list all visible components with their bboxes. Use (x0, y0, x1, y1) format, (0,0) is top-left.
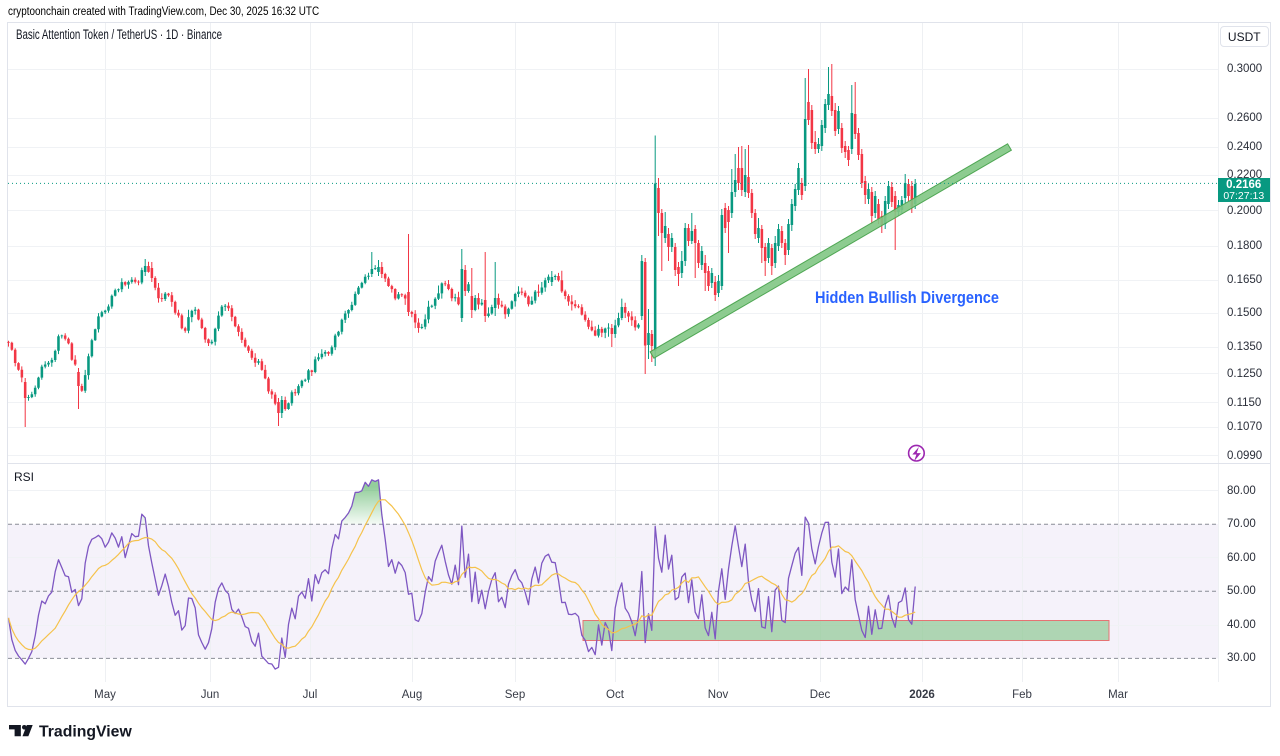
svg-text:TradingView: TradingView (39, 725, 132, 741)
